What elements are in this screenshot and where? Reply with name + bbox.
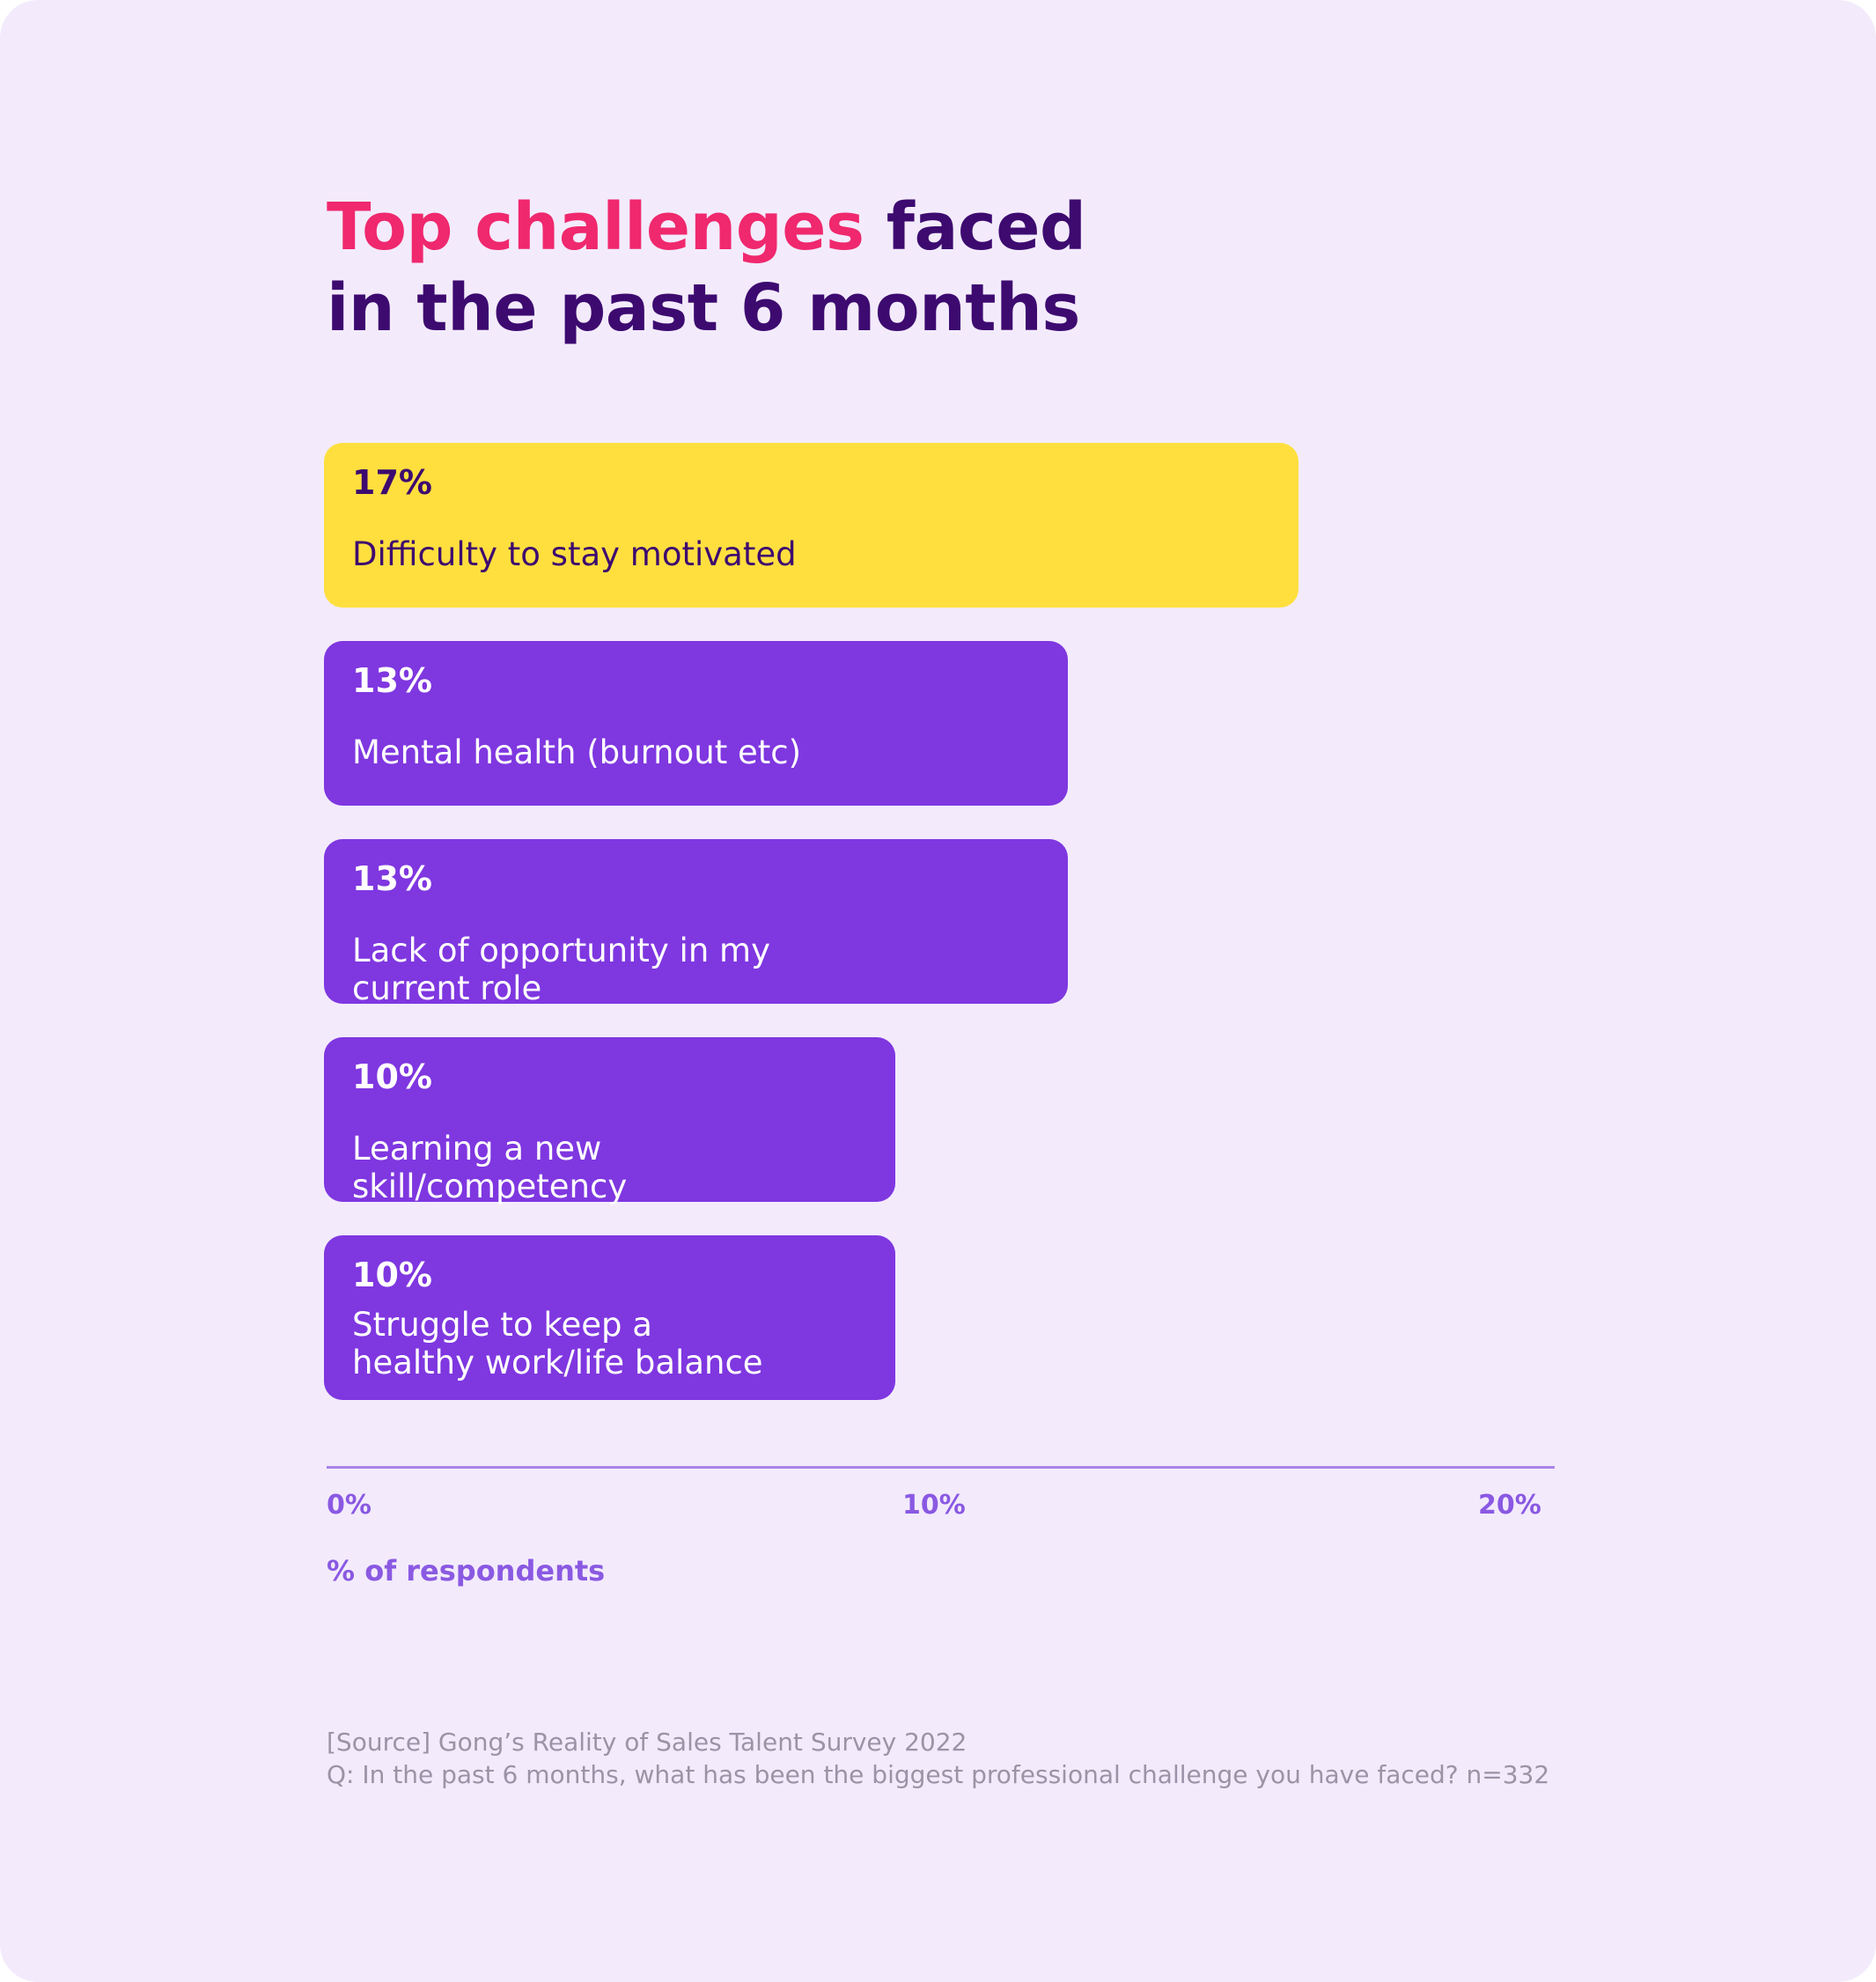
title-line1-rest: faced [864, 189, 1086, 265]
x-tick-label: 0% [327, 1490, 372, 1521]
source-note: [Source] Gong’s Reality of Sales Talent … [327, 1726, 1549, 1791]
question-line: Q: In the past 6 months, what has been t… [327, 1760, 1550, 1789]
x-tick-label: 10% [902, 1490, 966, 1521]
bar-category-label: Mental health (burnout etc) [352, 733, 802, 771]
bar: 13% Mental health (burnout etc) [324, 641, 1068, 806]
chart-title: Top challenges faced in the past 6 month… [327, 187, 1086, 349]
bar-value-label: 10% [352, 1256, 432, 1294]
title-line2: in the past 6 months [327, 270, 1080, 346]
bar-category-label: Learning a new skill/competency [352, 1130, 628, 1205]
bar: 10% Struggle to keep a healthy work/life b… [324, 1235, 895, 1400]
x-axis-label: % of respondents [327, 1554, 606, 1588]
x-axis-line [327, 1466, 1555, 1469]
bar: 10% Learning a new skill/competency [324, 1037, 895, 1205]
bar-value-label: 13% [352, 859, 432, 898]
source-line: [Source] Gong’s Reality of Sales Talent … [327, 1728, 967, 1757]
title-highlight: Top challenges [327, 189, 864, 265]
bar: 13% Lack of opportunity in my current rol… [324, 839, 1068, 1007]
bar-value-label: 17% [352, 463, 432, 502]
bar-value-label: 13% [352, 661, 432, 700]
bar-category-label: Struggle to keep a healthy work/life bala… [352, 1306, 763, 1382]
bar: 17% Difficulty to stay motivated [324, 443, 1298, 608]
bar-category-label: Difficulty to stay motivated [352, 535, 797, 573]
bar-category-label: Lack of opportunity in my current role [352, 932, 770, 1007]
bar-value-label: 10% [352, 1057, 432, 1096]
x-tick-label: 20% [1478, 1490, 1541, 1521]
